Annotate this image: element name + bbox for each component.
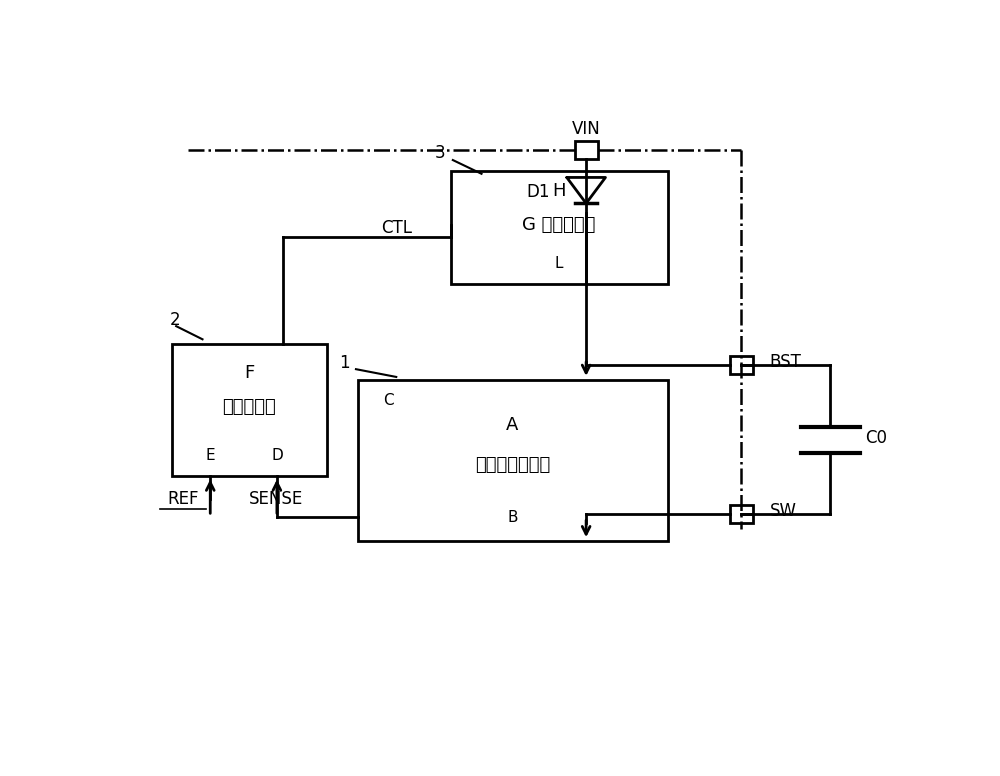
Text: E: E — [205, 449, 215, 463]
Text: VIN: VIN — [572, 120, 600, 138]
Bar — [172, 344, 326, 476]
Text: D1: D1 — [526, 182, 550, 201]
Text: SENSE: SENSE — [249, 490, 303, 508]
Text: 1: 1 — [339, 354, 350, 372]
Text: C0: C0 — [865, 429, 887, 448]
Text: REF: REF — [167, 490, 199, 508]
Text: C: C — [383, 393, 394, 408]
Text: G 跨导放大器: G 跨导放大器 — [522, 217, 596, 234]
Text: SW: SW — [770, 502, 797, 521]
Text: F: F — [244, 364, 254, 382]
Bar — [730, 505, 753, 523]
Bar — [450, 171, 668, 284]
Bar — [574, 141, 598, 159]
Text: BST: BST — [770, 353, 802, 371]
Text: H: H — [552, 182, 566, 200]
Text: 2: 2 — [170, 311, 181, 329]
Bar — [358, 380, 668, 542]
Text: D: D — [271, 449, 283, 463]
Text: 3: 3 — [434, 144, 445, 162]
Text: 电压差采样电路: 电压差采样电路 — [475, 456, 550, 474]
Text: B: B — [507, 510, 518, 525]
Bar — [730, 356, 753, 374]
Text: 误差放大器: 误差放大器 — [222, 398, 276, 416]
Text: A: A — [506, 416, 519, 434]
Text: L: L — [555, 256, 563, 272]
Text: CTL: CTL — [381, 219, 412, 237]
